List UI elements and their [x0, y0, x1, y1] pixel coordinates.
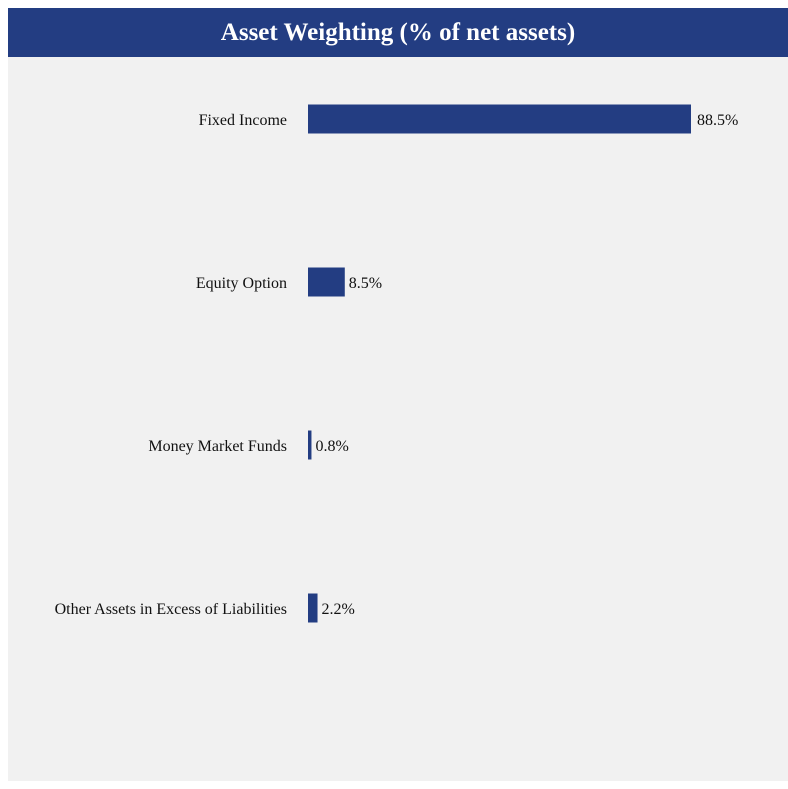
category-label: Equity Option	[196, 275, 287, 292]
chart-panel: Asset Weighting (% of net assets) Fixed …	[8, 8, 788, 781]
category-label: Money Market Funds	[148, 438, 287, 455]
category-label: Other Assets in Excess of Liabilities	[55, 601, 287, 618]
bar-chart: Fixed Income 88.5% Equity Option 8.5% Money …	[55, 104, 738, 623]
category-label: Fixed Income	[199, 112, 287, 129]
bar	[308, 267, 345, 297]
bar	[308, 593, 318, 623]
chart-title: Asset Weighting (% of net assets)	[8, 8, 788, 57]
data-label: 2.2%	[322, 601, 355, 618]
data-label: 8.5%	[349, 275, 382, 292]
bar	[308, 104, 691, 134]
bar	[308, 430, 312, 460]
data-label: 0.8%	[315, 438, 348, 455]
data-label: 88.5%	[697, 112, 738, 129]
